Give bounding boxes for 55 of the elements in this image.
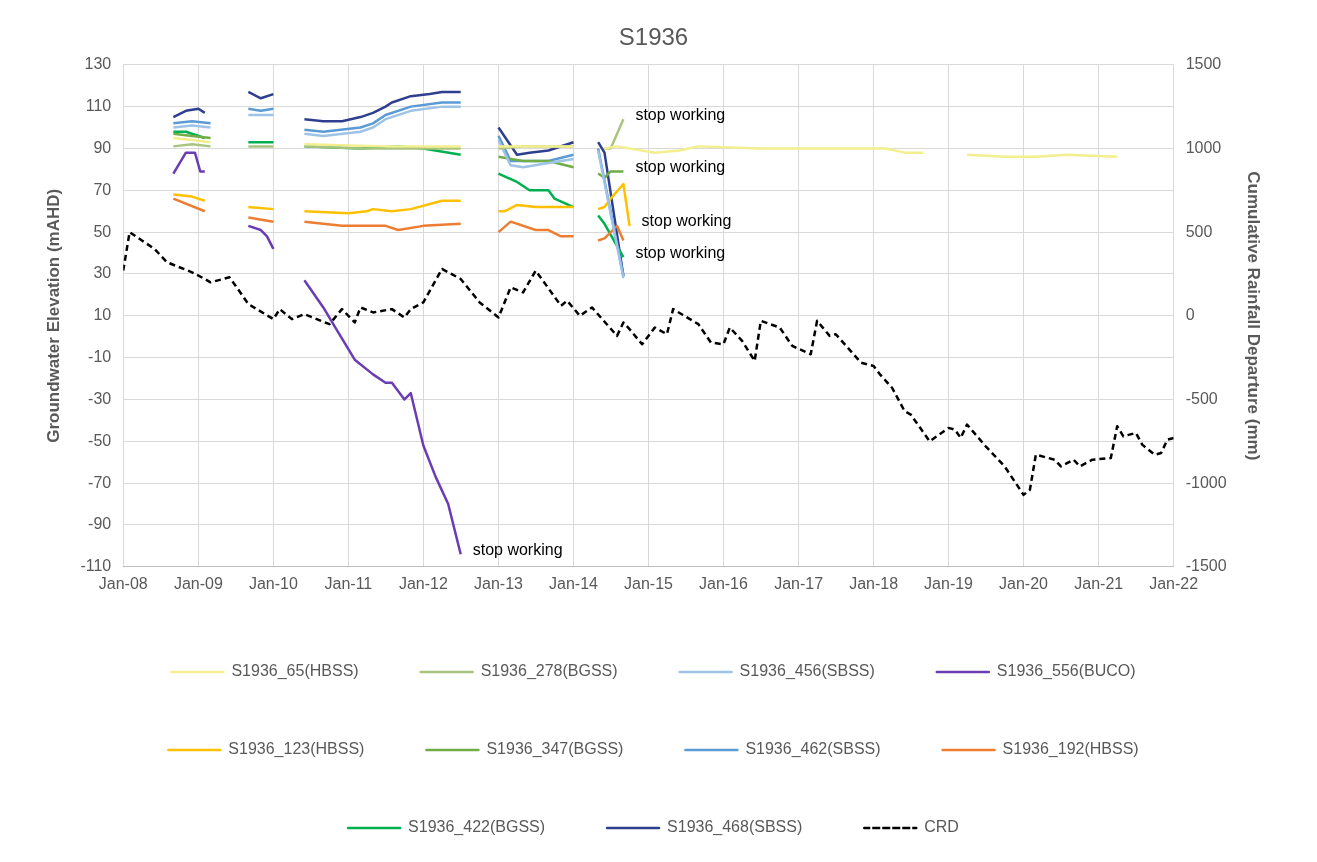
y-tick-label: -50: [88, 431, 112, 449]
y-tick-label: -30: [88, 389, 112, 407]
legend-label: S1936_65(HBSS): [231, 662, 359, 681]
y2-tick-label: -500: [1185, 389, 1218, 407]
y-tick-label: -70: [88, 473, 112, 491]
legend-label: S1936_456(SBSS): [739, 662, 875, 681]
y2-tick-label: -1500: [1185, 557, 1227, 575]
y-tick-label: 110: [85, 97, 112, 115]
y-tick-label: 50: [93, 222, 112, 240]
x-tick-label: Jan-20: [999, 574, 1049, 592]
x-tick-label: Jan-14: [549, 574, 599, 592]
annotation: stop working: [635, 243, 726, 261]
legend-label: CRD: [924, 818, 959, 836]
y2-tick-label: 1000: [1185, 138, 1222, 156]
x-tick-label: Jan-11: [324, 574, 373, 592]
x-tick-label: Jan-19: [924, 574, 974, 592]
y2-tick-label: -1000: [1185, 473, 1227, 491]
y2-tick-label: 0: [1185, 306, 1195, 324]
x-tick-label: Jan-21: [1074, 574, 1124, 592]
legend-label: S1936_192(HBSS): [1002, 740, 1139, 759]
y-tick-label: 70: [93, 180, 112, 198]
annotation: stop working: [635, 105, 726, 123]
x-tick-label: Jan-18: [849, 574, 899, 592]
legend-label: S1936_462(SBSS): [745, 740, 881, 759]
x-tick-label: Jan-10: [248, 574, 298, 592]
x-tick-label: Jan-08: [98, 574, 148, 592]
legend-label: S1936_468(SBSS): [667, 818, 803, 837]
x-tick-label: Jan-12: [398, 574, 448, 592]
legend-label: S1936_556(BUCO): [996, 662, 1136, 681]
chart-title: S1936: [618, 23, 689, 51]
y-axis-title: Groundwater Elevation (mAHD): [43, 188, 63, 443]
y-tick-label: 130: [84, 55, 112, 73]
y-tick-label: -90: [88, 515, 112, 533]
y-tick-label: 10: [93, 306, 112, 324]
x-tick-label: Jan-17: [774, 574, 824, 592]
y2-tick-label: 1500: [1185, 55, 1222, 73]
legend-label: S1936_347(BGSS): [486, 740, 624, 759]
x-tick-label: Jan-15: [624, 574, 674, 592]
y-tick-label: -110: [80, 557, 112, 575]
annotation: stop working: [641, 212, 732, 230]
legend-label: S1936_278(BGSS): [480, 662, 618, 681]
annotation: stop working: [472, 540, 563, 558]
legend-label: S1936_422(BGSS): [408, 818, 546, 837]
x-tick-label: Jan-09: [173, 574, 223, 592]
y-tick-label: -10: [88, 348, 112, 366]
annotation: stop working: [635, 157, 726, 175]
x-tick-label: Jan-16: [698, 574, 748, 592]
y-tick-label: 30: [93, 264, 112, 282]
line-series: [123, 230, 1174, 497]
legend-label: S1936_123(HBSS): [228, 740, 365, 759]
y2-axis-title: Cumulative Rainfall Departure (mm): [1244, 171, 1264, 461]
y2-tick-label: 500: [1185, 222, 1213, 240]
y-tick-label: 90: [93, 138, 112, 156]
x-tick-label: Jan-13: [474, 574, 524, 592]
x-tick-label: Jan-22: [1149, 574, 1199, 592]
